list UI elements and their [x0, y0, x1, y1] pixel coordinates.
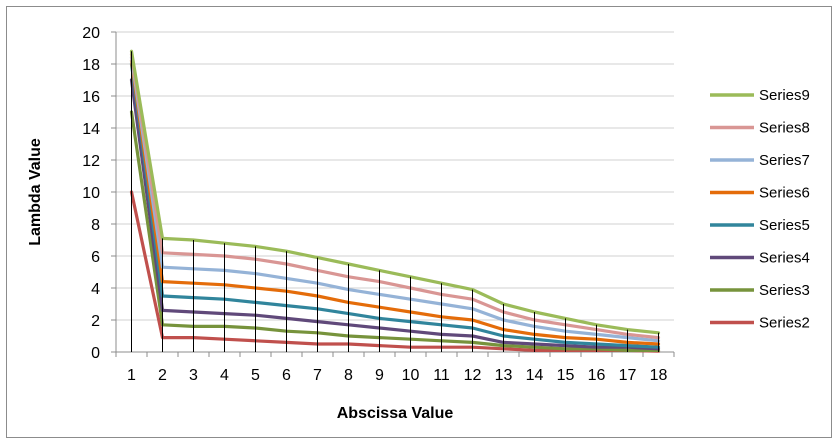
x-tick-label: 13 — [495, 367, 513, 384]
legend-label-series8: Series8 — [759, 120, 810, 137]
series-line-series6 — [129, 59, 661, 346]
y-tick-label: 8 — [91, 217, 100, 234]
x-tick-label: 8 — [344, 367, 353, 384]
x-tick-label: 18 — [650, 367, 668, 384]
series-line-series7 — [129, 55, 661, 343]
x-axis-title: Abscissa Value — [337, 405, 454, 422]
legend-label-series9: Series9 — [759, 87, 810, 104]
y-tick-label: 12 — [82, 153, 100, 170]
x-tick-label: 17 — [619, 367, 637, 384]
y-tick-label: 2 — [91, 313, 100, 330]
gridlines — [116, 31, 674, 321]
y-tick-labels: 0 2 4 6 8 10 12 14 16 18 20 — [82, 25, 100, 362]
y-tick-label: 16 — [82, 89, 100, 106]
x-tick-label: 4 — [220, 367, 229, 384]
y-tick-label: 10 — [82, 185, 100, 202]
y-tick-label: 14 — [82, 121, 100, 138]
drop-lines — [131, 51, 659, 352]
x-tick-label: 5 — [251, 367, 260, 384]
legend-label-series6: Series6 — [759, 185, 810, 202]
y-tick-label: 4 — [91, 281, 100, 298]
legend-label-series4: Series4 — [759, 250, 810, 267]
legend-label-series7: Series7 — [759, 152, 810, 169]
legend-label-series3: Series3 — [759, 282, 810, 299]
y-tick-label: 18 — [82, 57, 100, 74]
x-tick-label: 7 — [313, 367, 322, 384]
y-tick-label: 0 — [91, 345, 100, 362]
series-line-series3 — [129, 110, 661, 352]
series-line-series4 — [129, 78, 661, 351]
y-tick-label: 6 — [91, 249, 100, 266]
series-lines — [129, 49, 661, 353]
x-tick-label: 1 — [127, 367, 136, 384]
x-tick-label: 16 — [588, 367, 606, 384]
x-tick-label: 12 — [464, 367, 482, 384]
series-line-series9 — [129, 49, 661, 335]
x-tick-label: 2 — [158, 367, 167, 384]
legend-label-series5: Series5 — [759, 217, 810, 234]
series-line-series8 — [129, 52, 661, 340]
chart-frame — [6, 6, 832, 438]
x-tick-label: 14 — [526, 367, 544, 384]
series-line-series5 — [129, 62, 661, 349]
legend: Series9 Series8 Series7 Series6 Series5 Serie… — [710, 87, 810, 332]
x-tick-label: 6 — [282, 367, 291, 384]
legend-label-series2: Series2 — [759, 315, 810, 332]
x-tick-label: 15 — [557, 367, 575, 384]
x-tick-label: 10 — [402, 367, 420, 384]
y-axis-title: Lambda Value — [27, 138, 44, 246]
x-tick-label: 3 — [189, 367, 198, 384]
x-tick-labels: 1 2 3 4 5 6 7 8 9 10 11 12 13 14 15 16 17 18 — [127, 367, 667, 384]
y-tick-label: 20 — [82, 25, 100, 42]
x-tick-label: 9 — [375, 367, 384, 384]
x-tick-label: 11 — [433, 367, 450, 384]
